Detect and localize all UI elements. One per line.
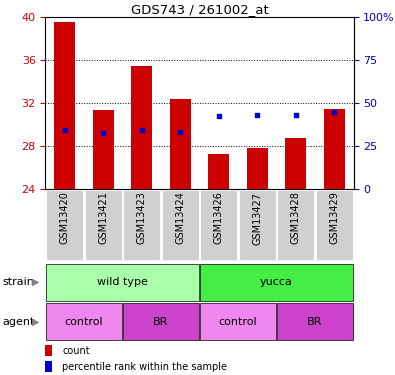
Point	[216, 113, 222, 119]
Point	[139, 127, 145, 133]
Bar	[92, 110, 114, 189]
Text: strain: strain	[2, 277, 34, 287]
Text: GSM13424: GSM13424	[175, 192, 185, 244]
Bar	[123, 303, 199, 340]
Point	[254, 112, 260, 118]
Text: BR: BR	[307, 316, 323, 327]
Text: GSM13420: GSM13420	[60, 192, 70, 244]
Bar	[239, 190, 276, 260]
Text: ▶: ▶	[32, 316, 40, 327]
Bar	[285, 138, 307, 189]
Text: yucca: yucca	[260, 277, 293, 287]
Point	[293, 112, 299, 118]
Bar	[45, 345, 52, 356]
Text: GSM13429: GSM13429	[329, 192, 339, 244]
Text: agent: agent	[2, 316, 34, 327]
Bar	[200, 190, 237, 260]
Bar	[131, 66, 152, 189]
Bar	[46, 264, 199, 301]
Point	[177, 129, 183, 135]
Bar	[162, 190, 199, 260]
Text: GSM13423: GSM13423	[137, 192, 147, 244]
Point	[331, 109, 337, 115]
Bar	[324, 108, 345, 189]
Point	[100, 130, 106, 136]
Text: count: count	[62, 346, 90, 355]
Bar	[45, 361, 52, 372]
Bar	[277, 190, 314, 260]
Bar	[246, 148, 268, 189]
Bar	[316, 190, 353, 260]
Bar	[277, 303, 353, 340]
Bar	[123, 190, 160, 260]
Bar	[208, 154, 229, 189]
Text: wild type: wild type	[97, 277, 148, 287]
Text: control: control	[65, 316, 103, 327]
Bar	[54, 22, 75, 189]
Text: GSM13426: GSM13426	[214, 192, 224, 244]
Text: GSM13427: GSM13427	[252, 192, 262, 244]
Bar	[46, 190, 83, 260]
Bar	[200, 303, 276, 340]
Text: GSM13421: GSM13421	[98, 192, 108, 244]
Text: percentile rank within the sample: percentile rank within the sample	[62, 362, 228, 372]
Text: control: control	[219, 316, 257, 327]
Bar	[169, 99, 191, 189]
Bar	[46, 303, 122, 340]
Bar	[200, 264, 353, 301]
Text: BR: BR	[153, 316, 169, 327]
Text: GSM13428: GSM13428	[291, 192, 301, 244]
Title: GDS743 / 261002_at: GDS743 / 261002_at	[131, 3, 268, 16]
Bar	[85, 190, 122, 260]
Point	[62, 127, 68, 133]
Text: ▶: ▶	[32, 277, 40, 287]
